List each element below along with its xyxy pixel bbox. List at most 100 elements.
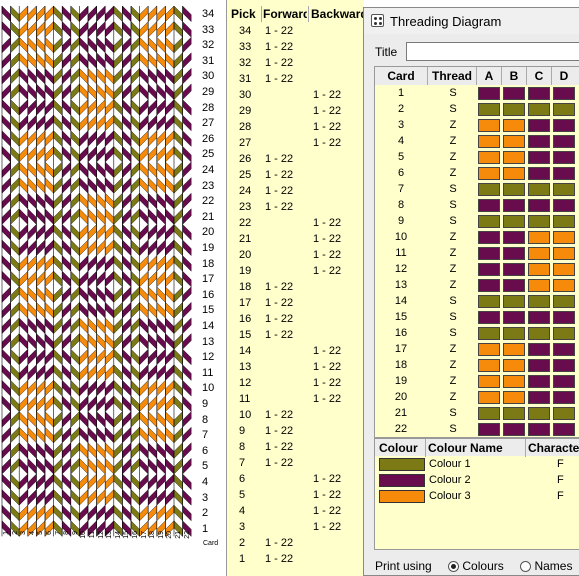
hole-a-header[interactable]: A	[484, 69, 494, 83]
hole-colour-cell[interactable]	[528, 423, 550, 436]
thread-direction-cell[interactable]: S	[449, 103, 457, 115]
hole-colour-cell[interactable]	[478, 103, 500, 116]
pick-row[interactable]: 24 1 - 22	[227, 184, 364, 200]
pick-row[interactable]: 4 1 - 22	[227, 504, 364, 520]
thread-direction-cell[interactable]: Z	[449, 359, 457, 371]
pick-row[interactable]: 20 1 - 22	[227, 248, 364, 264]
card-row[interactable]: 13 Z	[375, 278, 579, 294]
hole-colour-cell[interactable]	[478, 183, 500, 196]
card-row[interactable]: 19 Z	[375, 374, 579, 390]
thread-direction-cell[interactable]: Z	[449, 151, 457, 163]
card-row[interactable]: 10 Z	[375, 230, 579, 246]
hole-colour-cell[interactable]	[553, 263, 575, 276]
hole-colour-cell[interactable]	[478, 375, 500, 388]
hole-colour-cell[interactable]	[553, 359, 575, 372]
hole-c-header[interactable]: C	[534, 69, 544, 83]
pick-row[interactable]: 22 1 - 22	[227, 216, 364, 232]
colour-table[interactable]: Colour Colour Name Character Colour 1 F Co…	[374, 438, 579, 550]
hole-colour-cell[interactable]	[553, 247, 575, 260]
colour-name-column-header[interactable]: Colour Name	[428, 441, 503, 455]
hole-colour-cell[interactable]	[528, 87, 550, 100]
pick-row[interactable]: 1 1 - 22	[227, 552, 364, 568]
colour-character-cell[interactable]: F	[557, 490, 564, 502]
hole-colour-cell[interactable]	[478, 215, 500, 228]
pick-row[interactable]: 10 1 - 22	[227, 408, 364, 424]
thread-direction-cell[interactable]: Z	[449, 231, 457, 243]
hole-colour-cell[interactable]	[478, 247, 500, 260]
card-row[interactable]: 11 Z	[375, 246, 579, 262]
hole-colour-cell[interactable]	[478, 279, 500, 292]
print-colours-radio[interactable]: Colours	[448, 559, 504, 573]
card-row[interactable]: 14 S	[375, 294, 579, 310]
hole-colour-cell[interactable]	[503, 135, 525, 148]
hole-colour-cell[interactable]	[553, 183, 575, 196]
hole-colour-cell[interactable]	[478, 87, 500, 100]
pick-row[interactable]: 27 1 - 22	[227, 136, 364, 152]
colour-row[interactable]: Colour 2 F	[375, 473, 579, 489]
colour-row[interactable]: Colour 1 F	[375, 457, 579, 473]
thread-direction-cell[interactable]: Z	[449, 391, 457, 403]
pick-row[interactable]: 19 1 - 22	[227, 264, 364, 280]
thread-direction-cell[interactable]: Z	[449, 167, 457, 179]
colour-character-cell[interactable]: F	[557, 458, 564, 470]
colour-name-cell[interactable]: Colour 1	[429, 458, 471, 470]
thread-column-header[interactable]: Thread	[431, 69, 472, 83]
hole-colour-cell[interactable]	[528, 375, 550, 388]
colour-row[interactable]: Colour 3 F	[375, 489, 579, 505]
card-row[interactable]: 21 S	[375, 406, 579, 422]
thread-direction-cell[interactable]: S	[449, 311, 457, 323]
forward-column-header[interactable]: Forward	[263, 7, 307, 21]
hole-colour-cell[interactable]	[553, 391, 575, 404]
hole-colour-cell[interactable]	[553, 375, 575, 388]
window-titlebar[interactable]: Threading Diagram	[364, 8, 579, 34]
colour-character-cell[interactable]: F	[557, 474, 564, 486]
hole-colour-cell[interactable]	[553, 231, 575, 244]
hole-colour-cell[interactable]	[528, 167, 550, 180]
thread-direction-cell[interactable]: Z	[449, 343, 457, 355]
hole-colour-cell[interactable]	[553, 407, 575, 420]
pick-row[interactable]: 25 1 - 22	[227, 168, 364, 184]
hole-colour-cell[interactable]	[503, 87, 525, 100]
radio-icon[interactable]	[448, 561, 460, 572]
card-row[interactable]: 20 Z	[375, 390, 579, 406]
hole-d-header[interactable]: D	[559, 69, 569, 83]
pick-row[interactable]: 9 1 - 22	[227, 424, 364, 440]
pick-row[interactable]: 15 1 - 22	[227, 328, 364, 344]
pick-row[interactable]: 13 1 - 22	[227, 360, 364, 376]
pick-row[interactable]: 6 1 - 22	[227, 472, 364, 488]
pick-row[interactable]: 21 1 - 22	[227, 232, 364, 248]
colour-column-header[interactable]: Colour	[379, 441, 418, 455]
hole-colour-cell[interactable]	[503, 247, 525, 260]
hole-colour-cell[interactable]	[528, 183, 550, 196]
card-row[interactable]: 15 S	[375, 310, 579, 326]
hole-colour-cell[interactable]	[503, 359, 525, 372]
hole-colour-cell[interactable]	[553, 167, 575, 180]
hole-colour-cell[interactable]	[478, 327, 500, 340]
hole-colour-cell[interactable]	[528, 247, 550, 260]
hole-colour-cell[interactable]	[528, 279, 550, 292]
hole-colour-cell[interactable]	[478, 135, 500, 148]
pick-row[interactable]: 28 1 - 22	[227, 120, 364, 136]
hole-colour-cell[interactable]	[503, 103, 525, 116]
card-column-header[interactable]: Card	[387, 69, 415, 83]
thread-direction-cell[interactable]: S	[449, 183, 457, 195]
hole-colour-cell[interactable]	[503, 407, 525, 420]
pick-row[interactable]: 5 1 - 22	[227, 488, 364, 504]
hole-colour-cell[interactable]	[528, 103, 550, 116]
hole-colour-cell[interactable]	[553, 215, 575, 228]
thread-direction-cell[interactable]: Z	[449, 375, 457, 387]
hole-colour-cell[interactable]	[528, 231, 550, 244]
hole-colour-cell[interactable]	[553, 151, 575, 164]
pick-column-header[interactable]: Pick	[231, 7, 256, 21]
pick-row[interactable]: 11 1 - 22	[227, 392, 364, 408]
hole-colour-cell[interactable]	[503, 343, 525, 356]
pick-row[interactable]: 2 1 - 22	[227, 536, 364, 552]
thread-direction-cell[interactable]: S	[449, 423, 457, 435]
hole-colour-cell[interactable]	[503, 119, 525, 132]
pick-row[interactable]: 29 1 - 22	[227, 104, 364, 120]
hole-colour-cell[interactable]	[528, 151, 550, 164]
